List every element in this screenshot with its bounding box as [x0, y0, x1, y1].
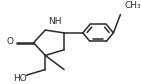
Text: HO: HO [13, 74, 27, 83]
Text: CH₃: CH₃ [124, 1, 141, 10]
Text: O: O [6, 37, 13, 46]
Text: NH: NH [48, 17, 62, 26]
